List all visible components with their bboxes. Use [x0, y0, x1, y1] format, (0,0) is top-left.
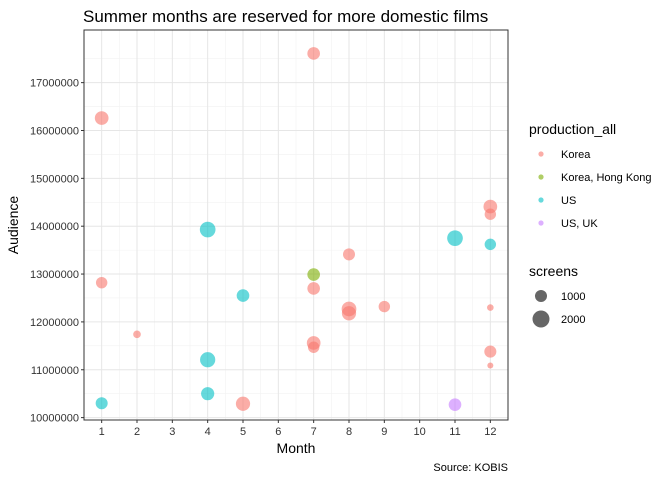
size-legend-key [532, 310, 550, 328]
legend: Korea Korea, Hong Kong US US, UK 1000 2000 [532, 149, 652, 328]
color-legend-title: production_all [529, 121, 616, 137]
data-point [484, 208, 497, 220]
data-point [448, 398, 462, 411]
chart-caption: Source: KOBIS [433, 462, 508, 474]
size-legend-label: 2000 [561, 314, 585, 326]
data-point [307, 282, 320, 295]
data-point [447, 230, 463, 246]
chart-title: Summer months are reserved for more dome… [83, 7, 488, 26]
x-tick-label: 6 [275, 426, 281, 438]
data-point [199, 221, 216, 238]
data-point [487, 362, 494, 369]
data-point [94, 111, 109, 125]
size-legend-label: 1000 [561, 291, 585, 303]
data-point [307, 47, 320, 60]
data-point [201, 387, 215, 401]
x-tick-label: 11 [449, 426, 460, 438]
y-axis-title: Audience [5, 196, 21, 255]
data-point [95, 397, 108, 410]
y-tick-label: 11000000 [31, 365, 79, 377]
plot-panel: 1 2 3 4 5 6 7 8 9 10 11 121000000011000000120000001… [30, 29, 509, 438]
x-tick-label: 5 [240, 426, 246, 438]
color-legend-label: Korea, Hong Kong [561, 172, 652, 184]
y-tick-label: 15000000 [30, 173, 79, 185]
color-legend-label: Korea [561, 149, 591, 161]
size-legend-key [534, 289, 548, 303]
color-legend-label: US [561, 195, 576, 207]
x-tick-label: 8 [346, 426, 352, 438]
data-point [487, 304, 494, 311]
data-point [307, 341, 320, 353]
color-legend-key [538, 174, 544, 180]
x-tick-label: 12 [484, 426, 496, 438]
x-tick-label: 7 [311, 426, 317, 438]
y-tick-label: 10000000 [30, 413, 79, 425]
plot-border [83, 29, 509, 421]
data-point [341, 306, 357, 321]
x-tick-label: 9 [381, 426, 387, 438]
data-point [200, 352, 216, 368]
x-tick-label: 10 [414, 426, 426, 438]
y-tick-label: 17000000 [30, 78, 79, 90]
color-legend-key [538, 220, 544, 226]
data-point [484, 345, 497, 358]
y-tick-label: 14000000 [30, 221, 79, 233]
y-tick-label: 13000000 [30, 269, 79, 281]
data-point [236, 289, 250, 302]
color-legend-key [538, 151, 544, 157]
x-tick-label: 1 [99, 426, 105, 438]
y-tick-label: 12000000 [30, 317, 79, 329]
data-point [378, 300, 391, 313]
data-point [342, 248, 356, 261]
color-legend-key [538, 197, 544, 203]
data-point [235, 396, 251, 411]
x-tick-label: 2 [134, 426, 140, 438]
data-point [484, 238, 497, 251]
x-axis-title: Month [277, 440, 316, 456]
y-tick-label: 16000000 [30, 125, 79, 137]
color-legend-label: US, UK [561, 218, 598, 230]
x-tick-label: 4 [205, 426, 211, 438]
data-point [133, 330, 141, 339]
data-point [95, 276, 108, 289]
size-legend-title: screens [529, 263, 578, 279]
data-point [307, 268, 320, 281]
x-tick-label: 3 [169, 426, 175, 438]
